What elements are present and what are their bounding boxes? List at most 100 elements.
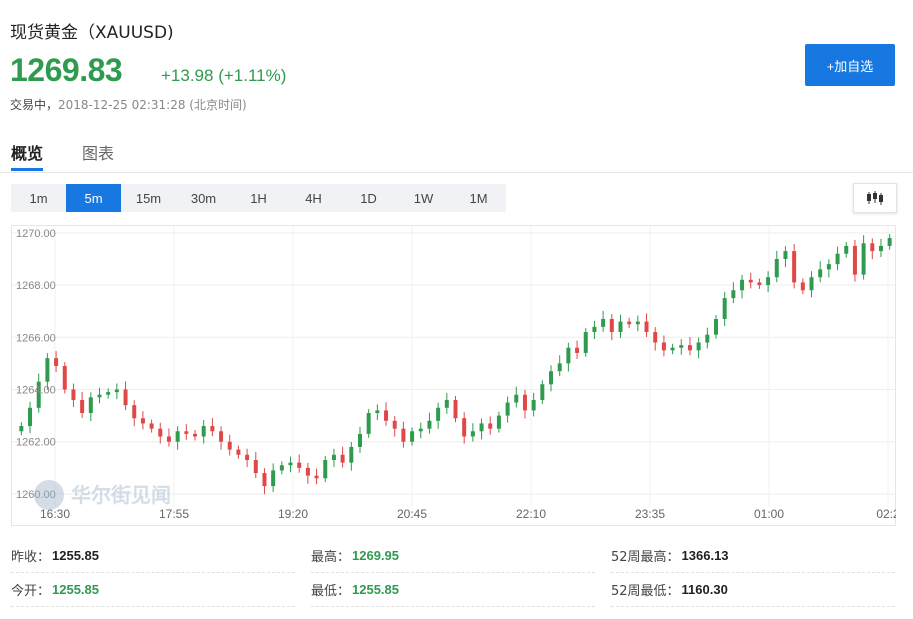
period-1w[interactable]: 1W: [413, 190, 434, 206]
candle-body: [653, 332, 658, 343]
period-15m[interactable]: 15m: [135, 190, 162, 206]
candle: [592, 320, 597, 340]
candle: [514, 386, 519, 408]
candle-body: [210, 426, 215, 432]
candle: [757, 278, 762, 289]
candle-body: [670, 347, 675, 351]
candle-body: [288, 462, 293, 466]
period-1mo[interactable]: 1M: [469, 190, 488, 206]
candle-body: [844, 245, 849, 254]
price-change: +13.98 (+1.11%): [161, 66, 287, 85]
candle-body: [384, 410, 389, 421]
candle-body: [722, 298, 727, 319]
candle-body: [166, 436, 171, 442]
status-timezone: (北京时间): [189, 98, 247, 112]
candle: [184, 424, 189, 440]
candle-body: [505, 402, 510, 416]
candle: [62, 362, 67, 394]
candle: [557, 355, 562, 377]
candle-body: [62, 366, 67, 390]
candle-body: [36, 381, 41, 408]
candle: [531, 392, 536, 417]
candle-body: [774, 258, 779, 278]
stat-label: 52周最高：: [611, 549, 680, 565]
period-1d[interactable]: 1D: [360, 190, 377, 206]
candle: [19, 422, 24, 436]
candle-body: [852, 245, 857, 275]
candle: [392, 415, 397, 437]
candle: [488, 416, 493, 435]
candle: [253, 451, 258, 479]
add-to-watchlist-button[interactable]: +加自选: [805, 44, 895, 86]
status-timestamp: 2018-12-25 02:31:28: [58, 98, 186, 112]
period-5m[interactable]: 5m: [66, 184, 121, 212]
period-1h[interactable]: 1H: [250, 190, 267, 206]
candle-body: [106, 392, 111, 395]
candle-body: [45, 358, 50, 382]
candle: [522, 389, 527, 419]
candle-body: [496, 415, 501, 429]
price-chart[interactable]: 1270.00 1268.00 1266.00 1264.00 1262.00 1260.…: [11, 225, 896, 527]
candle: [54, 351, 59, 373]
candle: [106, 388, 111, 399]
candle: [713, 315, 718, 339]
period-30m[interactable]: 30m: [190, 190, 217, 206]
candle: [496, 411, 501, 433]
candle-body: [279, 465, 284, 471]
candle: [88, 392, 93, 422]
candle-body: [809, 277, 814, 291]
candle: [305, 462, 310, 484]
chart-type-button[interactable]: [853, 183, 897, 213]
candle-body: [201, 426, 206, 437]
y-tick-label: 1264.00: [16, 385, 56, 397]
stat-value: 1269.95: [352, 547, 400, 563]
candle-body: [861, 243, 866, 275]
candle-body: [349, 446, 354, 463]
stat-prev-close: 昨收： 1255.85: [11, 538, 295, 573]
candle-body: [687, 345, 692, 351]
candle: [826, 259, 831, 278]
candle-body: [453, 399, 458, 419]
candle-body: [123, 389, 128, 406]
candle-body: [696, 342, 701, 351]
candle: [453, 396, 458, 423]
stat-52w-high: 52周最高： 1366.13: [611, 538, 895, 573]
candle: [635, 315, 640, 332]
stat-label: 52周最低：: [611, 583, 680, 599]
candle: [427, 412, 432, 434]
candle: [462, 412, 467, 444]
candle: [479, 418, 484, 440]
candle: [783, 246, 788, 268]
candle-body: [705, 334, 710, 343]
candle-body: [826, 264, 831, 270]
period-1m[interactable]: 1m: [29, 190, 48, 206]
period-4h[interactable]: 4H: [305, 190, 322, 206]
candle: [583, 328, 588, 357]
candle-body: [792, 251, 797, 283]
candle-body: [766, 277, 771, 286]
candle: [887, 234, 892, 250]
x-tick-label: 23:35: [635, 507, 665, 521]
candle-body: [427, 420, 432, 429]
candle: [227, 434, 232, 456]
candle-body: [644, 321, 649, 333]
tab-chart[interactable]: 图表: [82, 144, 115, 163]
candle: [436, 402, 441, 429]
candle-body: [870, 243, 875, 252]
candle-body: [114, 389, 119, 393]
candle: [809, 271, 814, 298]
stat-label: 最低：: [311, 583, 351, 599]
candle: [878, 238, 883, 258]
candle: [288, 456, 293, 473]
candle: [28, 401, 33, 434]
candle-body: [323, 460, 328, 479]
instrument-title: 现货黄金（XAUUSD): [10, 23, 174, 43]
candle: [80, 391, 85, 418]
candle-body: [158, 428, 163, 437]
candle: [679, 339, 684, 355]
y-tick-label: 1270.00: [16, 228, 56, 240]
candle-body: [627, 321, 632, 325]
candle-body: [19, 426, 24, 432]
candle: [71, 383, 76, 407]
tab-overview[interactable]: 概览: [11, 140, 44, 171]
